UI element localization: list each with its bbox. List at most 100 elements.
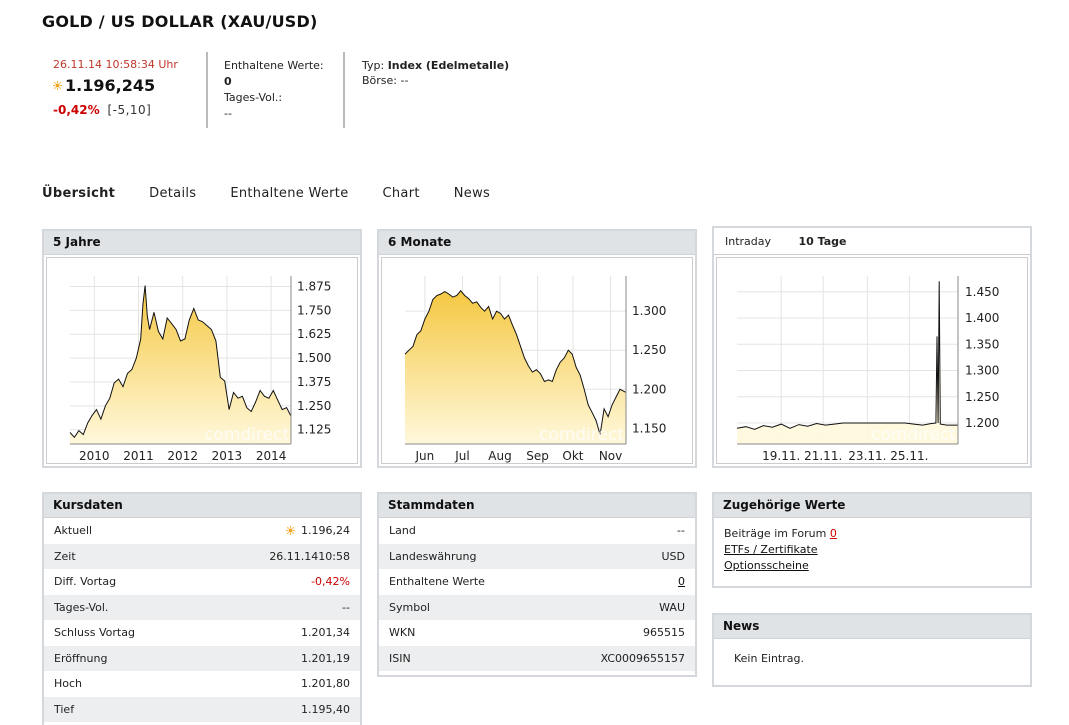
quote-change-abs: [-5,10] xyxy=(107,103,152,117)
type-label: Typ: xyxy=(362,59,385,72)
nav-tabs: Übersicht Details Enthaltene Werte Chart… xyxy=(42,186,524,201)
contained-value: 0 xyxy=(224,75,232,88)
zugehoerige-body: Beiträge im Forum 0 ETFs / Zertifikate O… xyxy=(714,518,1030,574)
row-value: -- xyxy=(677,524,685,538)
volume-value: -- xyxy=(224,107,232,120)
etf-link[interactable]: ETFs / Zertifikate xyxy=(724,543,818,556)
tab-uebersicht[interactable]: Übersicht xyxy=(42,186,116,201)
row-label: Schluss Vortag xyxy=(54,626,135,640)
y-tick-label: 1.500 xyxy=(297,351,331,365)
zugehoerige-title: Zugehörige Werte xyxy=(714,494,1030,518)
row-value: -0,42% xyxy=(311,575,350,589)
series-line xyxy=(69,285,292,439)
volume-label: Tages-Vol.: xyxy=(224,91,283,104)
chart-10d-box[interactable]: 1.200 1.250 1.300 1.350 1.400 1.450 19.11. 21.1… xyxy=(716,257,1028,464)
chart-5y-box[interactable]: 1.125 1.250 1.375 1.500 1.625 1.750 1.875 2010 2… xyxy=(46,257,358,464)
tab-details[interactable]: Details xyxy=(149,186,197,201)
table-row: Enthaltene Werte 0 xyxy=(379,569,695,595)
tab-news[interactable]: News xyxy=(453,186,491,201)
chart-5y-title: 5 Jahre xyxy=(44,231,360,255)
table-row: Land -- xyxy=(379,518,695,544)
sun-icon xyxy=(285,526,295,536)
x-tick-label: Jun xyxy=(415,449,435,463)
series-line xyxy=(404,290,627,435)
table-row: Schluss Vortag 1.201,34 xyxy=(44,620,360,646)
news-empty: Kein Eintrag. xyxy=(734,652,804,665)
x-tick-label: 19.11. xyxy=(762,449,800,463)
contained-values-link[interactable]: 0 xyxy=(678,575,685,589)
watermark: comdirect xyxy=(539,425,624,445)
quote-meta: Typ: Index (Edelmetalle) Börse: -- xyxy=(362,58,509,88)
y-tick-label: 1.625 xyxy=(297,327,331,341)
quote-change-pct: -0,42% xyxy=(53,103,100,117)
tab-10-tage[interactable]: 10 Tage xyxy=(798,235,847,248)
x-tick-label: Okt xyxy=(562,449,583,463)
kursdaten-panel: Kursdaten Aktuell 1.196,24 Zeit 26.11.141… xyxy=(42,492,362,725)
row-value: 965515 xyxy=(643,626,685,640)
watermark: comdirect xyxy=(204,425,289,445)
row-value-text: 1.196,24 xyxy=(301,524,350,538)
tab-enthaltene-werte[interactable]: Enthaltene Werte xyxy=(230,186,349,201)
row-label: WKN xyxy=(389,626,416,640)
table-row: Symbol WAU xyxy=(379,594,695,620)
kursdaten-table: Aktuell 1.196,24 Zeit 26.11.1410:58 Diff.… xyxy=(44,518,360,722)
row-label: Land xyxy=(389,524,416,538)
sun-icon xyxy=(53,81,62,90)
x-tick-label: 2011 xyxy=(123,449,154,463)
exchange-value: -- xyxy=(400,74,409,87)
exchange-label: Börse: xyxy=(362,74,398,87)
y-tick-label: 1.350 xyxy=(965,337,999,351)
table-row: WKN 965515 xyxy=(379,620,695,646)
y-tick-label: 1.750 xyxy=(297,303,331,317)
quote-main: 26.11.14 10:58:34 Uhr 1.196,245 -0,42% [… xyxy=(53,58,178,117)
y-tick-label: 1.200 xyxy=(632,382,666,396)
tab-chart[interactable]: Chart xyxy=(382,186,420,201)
tab-intraday[interactable]: Intraday xyxy=(725,235,772,248)
row-label: Tief xyxy=(54,702,75,716)
divider xyxy=(343,52,345,128)
row-label: Eröffnung xyxy=(54,651,108,665)
stammdaten-table: Land -- Landeswährung USD Enthaltene Werte… xyxy=(379,518,695,671)
y-tick-label: 1.200 xyxy=(965,416,999,430)
y-tick-label: 1.300 xyxy=(632,304,666,318)
y-tick-label: 1.250 xyxy=(297,399,331,413)
x-tick-label: 2014 xyxy=(256,449,287,463)
chart-range-tabs: Intraday 10 Tage xyxy=(714,228,1030,255)
x-tick-label: 2012 xyxy=(167,449,198,463)
table-row: ISIN XC0009655157 xyxy=(379,645,695,671)
quote-timestamp: 26.11.14 10:58:34 Uhr xyxy=(53,58,178,71)
table-row: Aktuell 1.196,24 xyxy=(44,518,360,544)
stammdaten-title: Stammdaten xyxy=(379,494,695,518)
row-value: -- xyxy=(342,600,350,614)
table-row: Eröffnung 1.201,19 xyxy=(44,645,360,671)
chart-10d: 1.200 1.250 1.300 1.350 1.400 1.450 19.11. 21.1… xyxy=(736,276,999,463)
x-tick-label: 2013 xyxy=(212,449,243,463)
row-value: 1.201,19 xyxy=(301,651,350,665)
options-link[interactable]: Optionsscheine xyxy=(724,559,809,572)
row-value: 1.195,40 xyxy=(301,702,350,716)
forum-count-link[interactable]: 0 xyxy=(829,527,837,540)
chart-5y: 1.125 1.250 1.375 1.500 1.625 1.750 1.875 2010 2… xyxy=(69,276,331,463)
y-tick-label: 1.300 xyxy=(965,364,999,378)
series-area xyxy=(405,290,626,444)
type-value: Index (Edelmetalle) xyxy=(387,59,510,72)
x-tick-label: 23.11. xyxy=(848,449,886,463)
kursdaten-title: Kursdaten xyxy=(44,494,360,518)
row-label: Landeswährung xyxy=(389,549,477,563)
x-tick-label: Sep xyxy=(526,449,549,463)
chart-6m-box[interactable]: 1.150 1.200 1.250 1.300 Jun Jul Aug Sep Okt Nov co… xyxy=(381,257,693,464)
table-row: Diff. Vortag -0,42% xyxy=(44,569,360,595)
y-tick-label: 1.400 xyxy=(965,311,999,325)
x-tick-label: 25.11. xyxy=(890,449,928,463)
table-row: Tages-Vol. -- xyxy=(44,594,360,620)
contained-label: Enthaltene Werte: xyxy=(224,59,324,72)
quote-contained: Enthaltene Werte: 0 Tages-Vol.: -- xyxy=(224,58,324,122)
page-title: GOLD / US DOLLAR (XAU/USD) xyxy=(42,12,318,31)
row-label: Aktuell xyxy=(54,524,93,538)
table-row: Hoch 1.201,80 xyxy=(44,671,360,697)
quote-price: 1.196,245 xyxy=(65,76,156,95)
y-tick-label: 1.375 xyxy=(297,375,331,389)
chart-6m-title: 6 Monate xyxy=(379,231,695,255)
forum-label: Beiträge im Forum xyxy=(724,527,827,540)
quote-block: 26.11.14 10:58:34 Uhr 1.196,245 -0,42% [… xyxy=(42,52,642,128)
